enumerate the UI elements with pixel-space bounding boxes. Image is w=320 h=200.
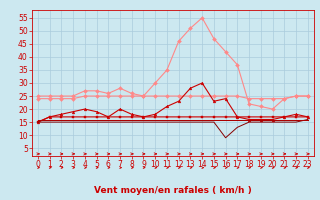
X-axis label: Vent moyen/en rafales ( km/h ): Vent moyen/en rafales ( km/h ) [94,186,252,195]
